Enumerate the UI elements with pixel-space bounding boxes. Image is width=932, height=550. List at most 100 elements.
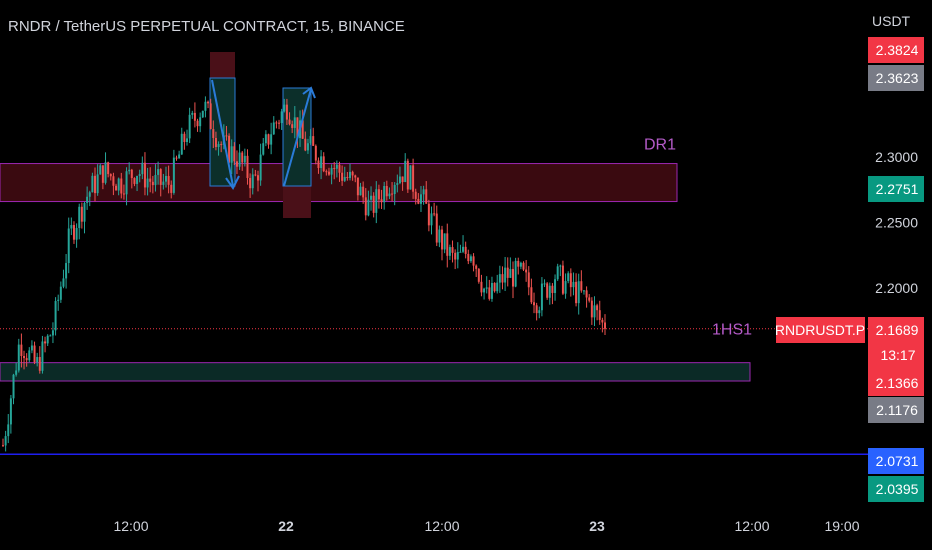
candle-body: [128, 169, 131, 172]
candle-body: [585, 290, 588, 298]
candle-body: [117, 178, 120, 191]
candle-body: [122, 193, 125, 195]
candle-body: [454, 252, 457, 260]
x-tick-label: 12:00: [424, 518, 459, 534]
candle-body: [341, 172, 344, 181]
candle-body: [349, 171, 352, 178]
candle-body: [80, 206, 83, 222]
price-label: 2.1366: [876, 375, 919, 391]
highlight-block: [283, 186, 311, 218]
candle-body: [401, 176, 404, 183]
candle-body: [201, 110, 204, 118]
candle-body: [230, 146, 233, 163]
candle-body: [17, 344, 20, 371]
candle-body: [441, 229, 444, 250]
candle-body: [154, 174, 157, 186]
candle-body: [396, 183, 399, 185]
candle-body: [291, 124, 294, 128]
candle-body: [196, 120, 199, 127]
candle-body: [343, 176, 346, 181]
candle-body: [157, 169, 160, 175]
candle-body: [220, 144, 223, 146]
candle-body: [306, 143, 309, 151]
candle-body: [44, 341, 47, 344]
candle-body: [451, 247, 454, 253]
candle-body: [238, 152, 241, 167]
candle-body: [456, 252, 459, 260]
price-label: 2.0395: [876, 481, 919, 497]
candle-body: [83, 202, 86, 222]
candle-body: [101, 165, 104, 183]
candle-body: [362, 186, 365, 198]
candle-body: [262, 143, 265, 155]
candle-body: [249, 177, 252, 189]
candle-body: [535, 305, 538, 314]
candle-body: [522, 262, 525, 270]
candle-body: [383, 185, 386, 203]
candle-body: [36, 357, 39, 363]
candle-body: [472, 256, 475, 266]
zone-support: [0, 362, 751, 382]
candle-body: [496, 282, 499, 292]
candle-body: [548, 285, 551, 298]
price-label-box: [868, 448, 924, 474]
x-tick-label: 23: [589, 518, 605, 534]
price-label: 2.3623: [876, 70, 919, 86]
candle-body: [259, 154, 262, 181]
candle-body: [104, 162, 107, 183]
candle-body: [417, 198, 420, 204]
candle-body: [4, 436, 7, 446]
candle-body: [54, 300, 57, 331]
candle-body: [359, 186, 362, 196]
candle-body: [546, 283, 549, 298]
arrow-head: [302, 86, 316, 99]
candle-body: [204, 101, 207, 111]
candle-body: [317, 160, 320, 169]
candle-body: [580, 281, 583, 291]
candle-body: [488, 287, 491, 299]
candle-body: [559, 265, 562, 267]
chart-title: RNDR / TetherUS PERPETUAL CONTRACT, 15, …: [8, 18, 405, 35]
candle-body: [51, 330, 54, 336]
candle-body: [354, 175, 357, 178]
candle-body: [322, 156, 325, 172]
candle-body: [320, 156, 323, 169]
candle-body: [12, 374, 15, 399]
zone-label: DR1: [644, 137, 676, 154]
candle-body: [33, 345, 36, 363]
candle-body: [572, 281, 575, 288]
price-label-box: [868, 317, 924, 371]
candle-body: [301, 120, 304, 139]
candle-body: [191, 112, 194, 115]
candle-body: [186, 138, 189, 143]
candle-body: [590, 300, 593, 318]
candle-body: [419, 194, 422, 204]
price-label-box: [868, 370, 924, 396]
candle-body: [264, 134, 267, 144]
price-label-box: [868, 397, 924, 423]
candle-body: [164, 175, 167, 182]
candle-body: [601, 319, 604, 323]
candle-body: [377, 189, 380, 200]
candle-body: [38, 357, 41, 371]
candle-body: [278, 122, 281, 124]
candle-body: [256, 175, 259, 181]
candle-body: [172, 157, 175, 193]
candle-body: [20, 344, 23, 356]
candle-body: [28, 350, 31, 361]
candle-body: [67, 228, 70, 264]
candle-body: [483, 288, 486, 293]
candle-body: [285, 104, 288, 120]
price-label: 2.3824: [876, 42, 919, 58]
candle-body: [254, 174, 257, 176]
candle-body: [270, 134, 273, 145]
candle-body: [314, 145, 317, 161]
candle-body: [115, 185, 118, 191]
candle-body: [7, 424, 10, 437]
y-tick-label: 2.2500: [875, 215, 918, 231]
candle-body: [59, 286, 62, 300]
price-label: 2.1176: [876, 402, 918, 418]
candle-body: [367, 199, 370, 216]
candle-body: [438, 229, 441, 243]
